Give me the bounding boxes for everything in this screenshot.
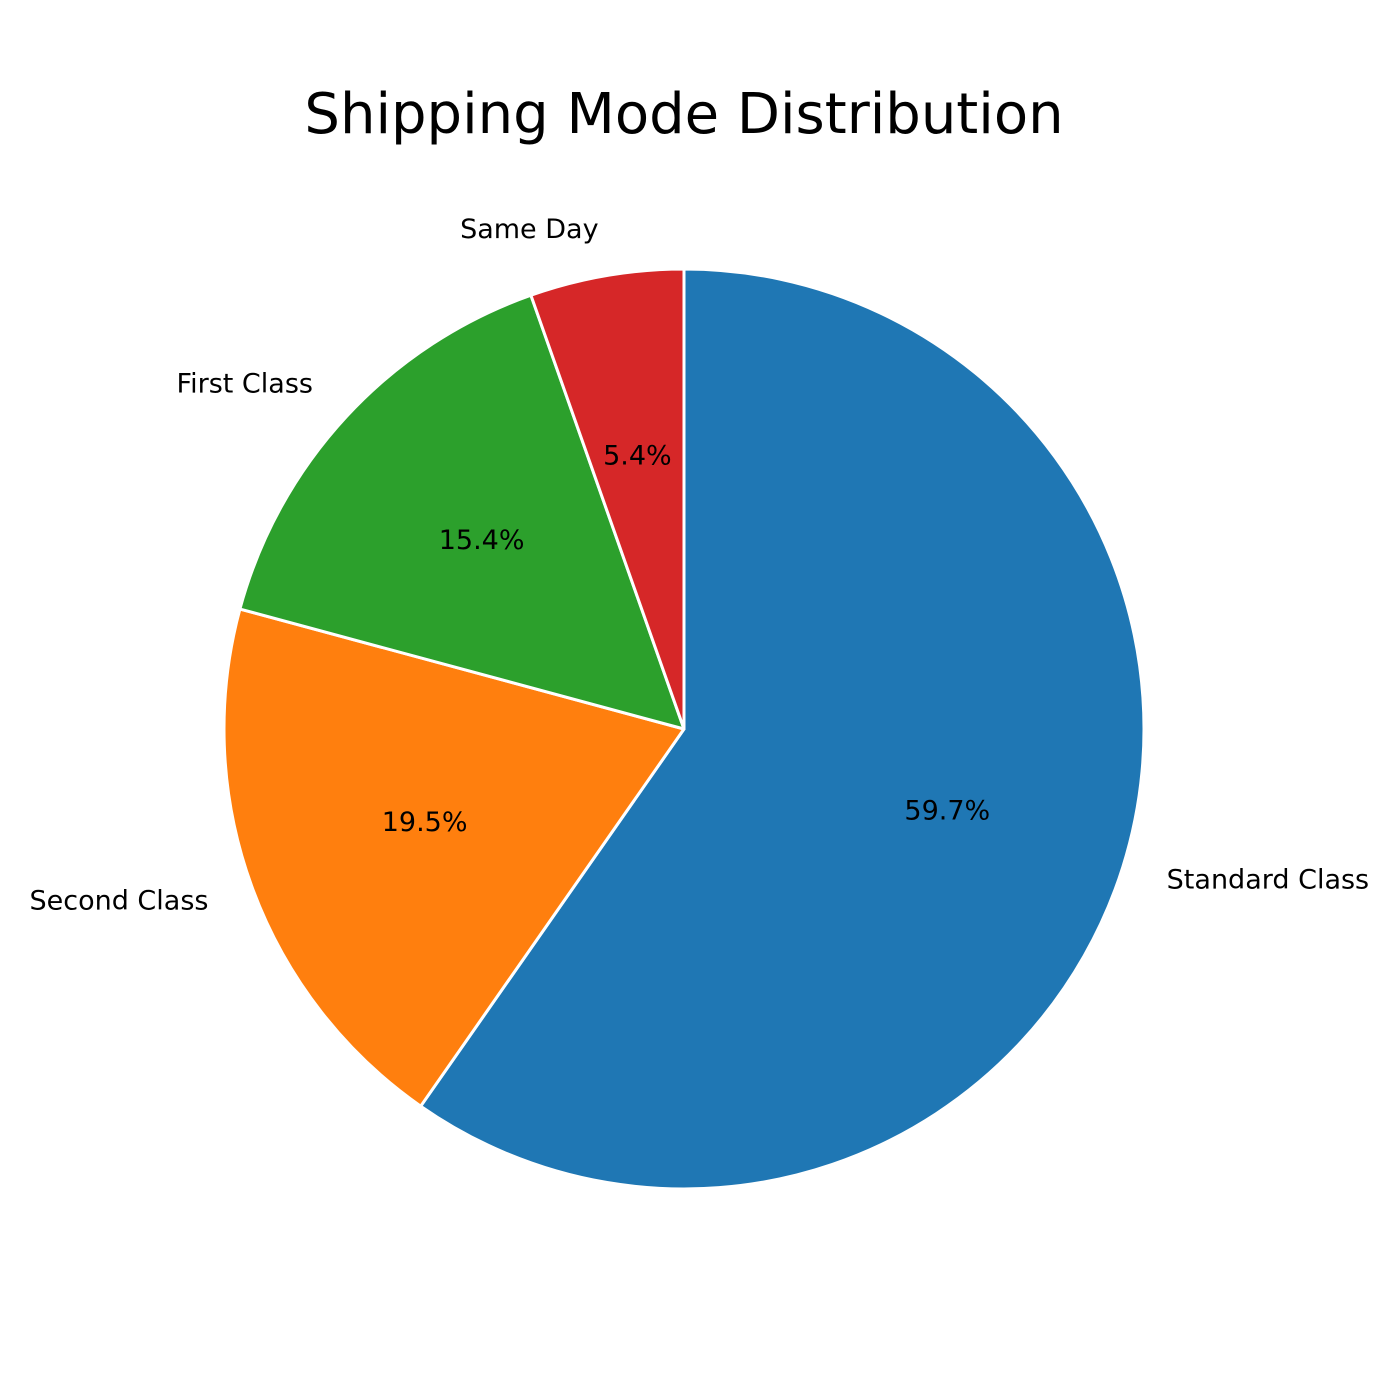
pie-slice-second-class	[222, 607, 686, 1108]
slice-percent-standard-class: 59.7%	[904, 795, 990, 826]
pie-slice-standard-class	[419, 267, 1146, 1191]
slice-label-standard-class: Standard Class	[1167, 864, 1369, 895]
slice-label-second-class: Second Class	[29, 885, 208, 916]
slice-percent-same-day: 5.4%	[603, 440, 672, 471]
slice-percent-first-class: 15.4%	[439, 525, 525, 556]
slice-label-first-class: First Class	[177, 368, 313, 399]
slice-percent-second-class: 19.5%	[382, 807, 468, 838]
pie-slice-same-day	[529, 267, 686, 731]
chart-title: Shipping Mode Distribution	[304, 82, 1064, 147]
slice-label-same-day: Same Day	[460, 214, 599, 245]
pie-slice-first-class	[238, 293, 686, 731]
